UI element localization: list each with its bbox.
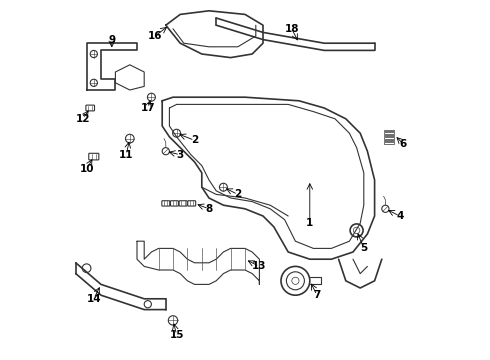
Text: 3: 3: [176, 150, 184, 160]
Text: 18: 18: [285, 24, 299, 34]
Text: 2: 2: [234, 189, 242, 199]
Text: 15: 15: [170, 330, 184, 340]
Text: 11: 11: [119, 150, 133, 160]
Text: 14: 14: [87, 294, 101, 304]
Bar: [384, 132, 394, 134]
Text: 16: 16: [148, 31, 162, 41]
Text: 2: 2: [191, 135, 198, 145]
Text: 13: 13: [252, 261, 267, 271]
Bar: [384, 140, 394, 141]
Text: 7: 7: [313, 290, 320, 300]
Text: 9: 9: [108, 35, 115, 45]
Text: 8: 8: [205, 204, 213, 214]
Text: 12: 12: [76, 114, 90, 124]
Text: 4: 4: [396, 211, 403, 221]
Bar: [384, 137, 394, 139]
Text: 10: 10: [79, 164, 94, 174]
Text: 5: 5: [360, 243, 368, 253]
Text: 17: 17: [141, 103, 155, 113]
Bar: [384, 130, 394, 131]
Bar: [384, 135, 394, 136]
Text: 1: 1: [306, 218, 314, 228]
Text: 6: 6: [400, 139, 407, 149]
Bar: [384, 142, 394, 144]
